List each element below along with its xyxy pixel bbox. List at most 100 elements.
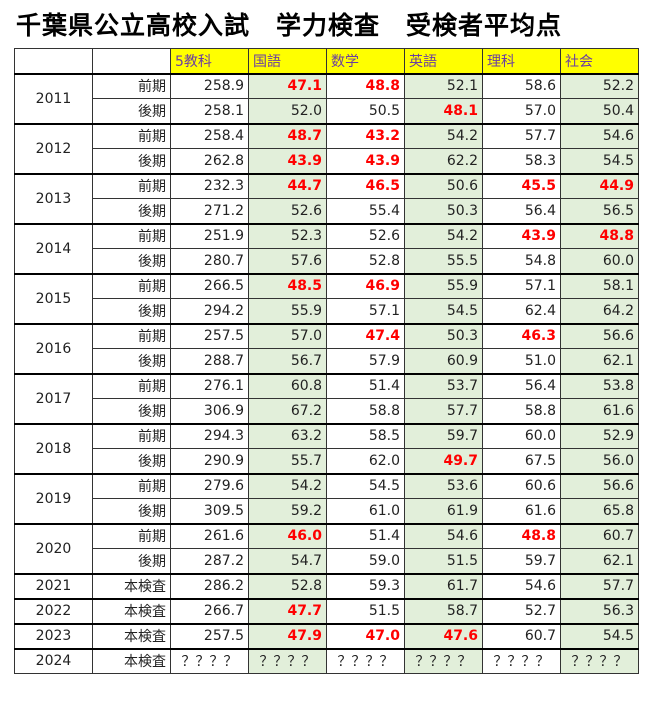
year-cell: 2020 xyxy=(14,522,93,574)
header-blank xyxy=(92,48,171,74)
year-cell: 2021 xyxy=(14,572,93,599)
session-cell: 後期 xyxy=(92,298,171,324)
score-cell: 60.0 xyxy=(560,248,639,274)
score-cell: 45.5 xyxy=(482,172,561,199)
score-cell: 67.5 xyxy=(482,448,561,474)
score-cell: 60.7 xyxy=(560,522,639,549)
table-row: 後期 280.7 57.6 52.8 55.5 54.8 60.0 xyxy=(15,248,639,274)
score-cell: 43.9 xyxy=(326,148,405,174)
score-cell: 54.2 xyxy=(404,122,483,149)
score-cell: 56.4 xyxy=(482,372,561,399)
score-cell: 57.0 xyxy=(482,98,561,124)
score-cell: 59.7 xyxy=(482,548,561,574)
session-cell: 前期 xyxy=(92,222,171,249)
column-header: 英語 xyxy=(404,48,483,74)
score-cell: 56.3 xyxy=(560,597,639,624)
score-cell: 258.1 xyxy=(170,98,249,124)
score-cell: 46.5 xyxy=(326,172,405,199)
session-cell: 前期 xyxy=(92,72,171,99)
score-cell: 55.7 xyxy=(248,448,327,474)
score-cell: ？？？？ xyxy=(326,647,405,674)
score-cell: 52.6 xyxy=(326,222,405,249)
year-cell: 2018 xyxy=(14,422,93,474)
session-cell: 後期 xyxy=(92,98,171,124)
score-cell: 271.2 xyxy=(170,198,249,224)
session-cell: 前期 xyxy=(92,472,171,499)
score-cell: 266.5 xyxy=(170,272,249,299)
score-cell: 46.3 xyxy=(482,322,561,349)
year-cell: 2024 xyxy=(14,647,93,674)
score-cell: 287.2 xyxy=(170,548,249,574)
year-cell: 2019 xyxy=(14,472,93,524)
score-cell: 43.9 xyxy=(248,148,327,174)
score-cell: 43.9 xyxy=(482,222,561,249)
score-cell: 52.7 xyxy=(482,597,561,624)
session-cell: 前期 xyxy=(92,272,171,299)
score-cell: 306.9 xyxy=(170,398,249,424)
score-cell: 55.4 xyxy=(326,198,405,224)
session-cell: 後期 xyxy=(92,348,171,374)
title: 千葉県公立高校入試 学力検査 受検者平均点 xyxy=(16,11,563,40)
session-cell: 後期 xyxy=(92,498,171,524)
header-row: 5教科 国語 数学 英語 理科 社会 xyxy=(14,48,639,74)
score-cell: 67.2 xyxy=(248,398,327,424)
score-cell: 276.1 xyxy=(170,372,249,399)
year-cell: 2016 xyxy=(14,322,93,374)
column-header: 理科 xyxy=(482,48,561,74)
score-cell: 51.0 xyxy=(482,348,561,374)
score-cell: 54.7 xyxy=(248,548,327,574)
table-row: 2019 前期 279.6 54.2 54.5 53.6 60.6 56.6 xyxy=(14,472,639,524)
score-cell: 48.7 xyxy=(248,122,327,149)
score-cell: 62.2 xyxy=(404,148,483,174)
score-cell: ？？？？ xyxy=(248,647,327,674)
session-cell: 後期 xyxy=(92,448,171,474)
session-cell: 後期 xyxy=(92,398,171,424)
score-cell: 48.8 xyxy=(560,222,639,249)
score-cell: 258.9 xyxy=(170,72,249,99)
score-cell: 258.4 xyxy=(170,122,249,149)
score-cell: 55.9 xyxy=(248,298,327,324)
score-cell: 62.1 xyxy=(560,548,639,574)
session-cell: 本検査 xyxy=(92,597,171,624)
score-cell: 49.7 xyxy=(404,448,483,474)
score-cell: 60.6 xyxy=(482,472,561,499)
column-header: 国語 xyxy=(248,48,327,74)
score-cell: 261.6 xyxy=(170,522,249,549)
table-row: 2022 本検査 266.7 47.7 51.5 58.7 52.7 56.3 xyxy=(14,597,639,624)
score-cell: 54.5 xyxy=(404,298,483,324)
score-cell: 61.0 xyxy=(326,498,405,524)
score-cell: 50.3 xyxy=(404,198,483,224)
score-cell: 58.8 xyxy=(482,398,561,424)
table-row: 後期 258.1 52.0 50.5 48.1 57.0 50.4 xyxy=(15,98,639,124)
score-cell: 58.8 xyxy=(326,398,405,424)
score-cell: 59.0 xyxy=(326,548,405,574)
score-cell: 47.0 xyxy=(326,622,405,649)
score-cell: 57.7 xyxy=(404,398,483,424)
score-cell: 43.2 xyxy=(326,122,405,149)
year-cell: 2017 xyxy=(14,372,93,424)
score-cell: 61.7 xyxy=(404,572,483,599)
score-cell: 50.5 xyxy=(326,98,405,124)
score-cell: 51.5 xyxy=(404,548,483,574)
score-cell: 262.8 xyxy=(170,148,249,174)
score-cell: 59.7 xyxy=(404,422,483,449)
score-cell: 57.6 xyxy=(248,248,327,274)
table-row: 後期 288.7 56.7 57.9 60.9 51.0 62.1 xyxy=(15,348,639,374)
year-cell: 2012 xyxy=(14,122,93,174)
score-cell: 61.6 xyxy=(482,498,561,524)
score-cell: 280.7 xyxy=(170,248,249,274)
score-cell: 60.0 xyxy=(482,422,561,449)
table-row: 2013 前期 232.3 44.7 46.5 50.6 45.5 44.9 xyxy=(14,172,639,224)
score-cell: 60.8 xyxy=(248,372,327,399)
score-cell: 294.2 xyxy=(170,298,249,324)
session-cell: 後期 xyxy=(92,548,171,574)
score-cell: 52.0 xyxy=(248,98,327,124)
year-cell: 2011 xyxy=(14,72,93,124)
score-cell: ？？？？ xyxy=(560,647,639,674)
score-cell: 44.7 xyxy=(248,172,327,199)
score-cell: 54.6 xyxy=(404,522,483,549)
score-cell: 57.0 xyxy=(248,322,327,349)
score-cell: ？？？？ xyxy=(404,647,483,674)
score-cell: 47.7 xyxy=(248,597,327,624)
